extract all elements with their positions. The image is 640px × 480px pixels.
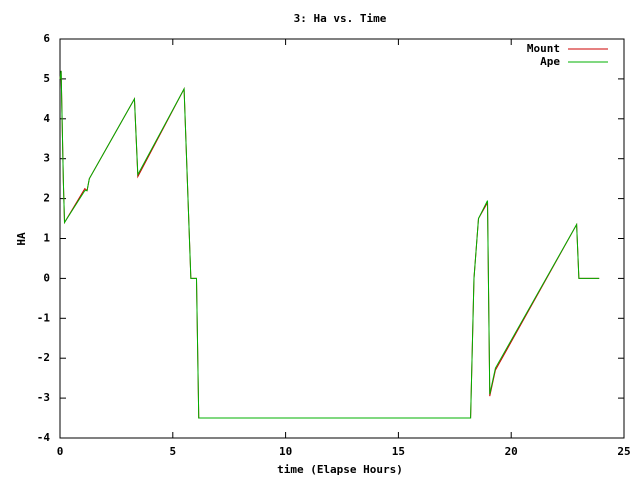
y-tick-label: 1 bbox=[43, 232, 50, 245]
y-axis-label: HA bbox=[15, 232, 28, 246]
chart-title: 3: Ha vs. Time bbox=[294, 12, 387, 25]
y-tick-label: -1 bbox=[37, 311, 51, 324]
series-line bbox=[59, 70, 600, 419]
y-tick-label: -2 bbox=[37, 351, 50, 364]
x-tick-label: 0 bbox=[57, 445, 64, 458]
x-tick-label: 25 bbox=[617, 445, 630, 458]
legend-label: Ape bbox=[540, 55, 560, 68]
y-tick-label: -3 bbox=[37, 391, 50, 404]
x-tick-label: 5 bbox=[169, 445, 176, 458]
y-tick-label: 6 bbox=[43, 32, 50, 45]
plot-border bbox=[59, 38, 625, 439]
y-tick-label: 3 bbox=[43, 152, 50, 165]
x-tick-label: 15 bbox=[392, 445, 405, 458]
legend-label: Mount bbox=[527, 42, 560, 55]
y-tick-label: 5 bbox=[43, 72, 50, 85]
y-tick-label: 2 bbox=[43, 192, 50, 205]
x-tick-label: 20 bbox=[505, 445, 518, 458]
x-axis-label: time (Elapse Hours) bbox=[277, 463, 403, 476]
y-tick-label: -4 bbox=[37, 431, 51, 444]
y-tick-label: 0 bbox=[43, 271, 50, 284]
x-tick-label: 10 bbox=[279, 445, 292, 458]
y-tick-label: 4 bbox=[43, 112, 50, 125]
